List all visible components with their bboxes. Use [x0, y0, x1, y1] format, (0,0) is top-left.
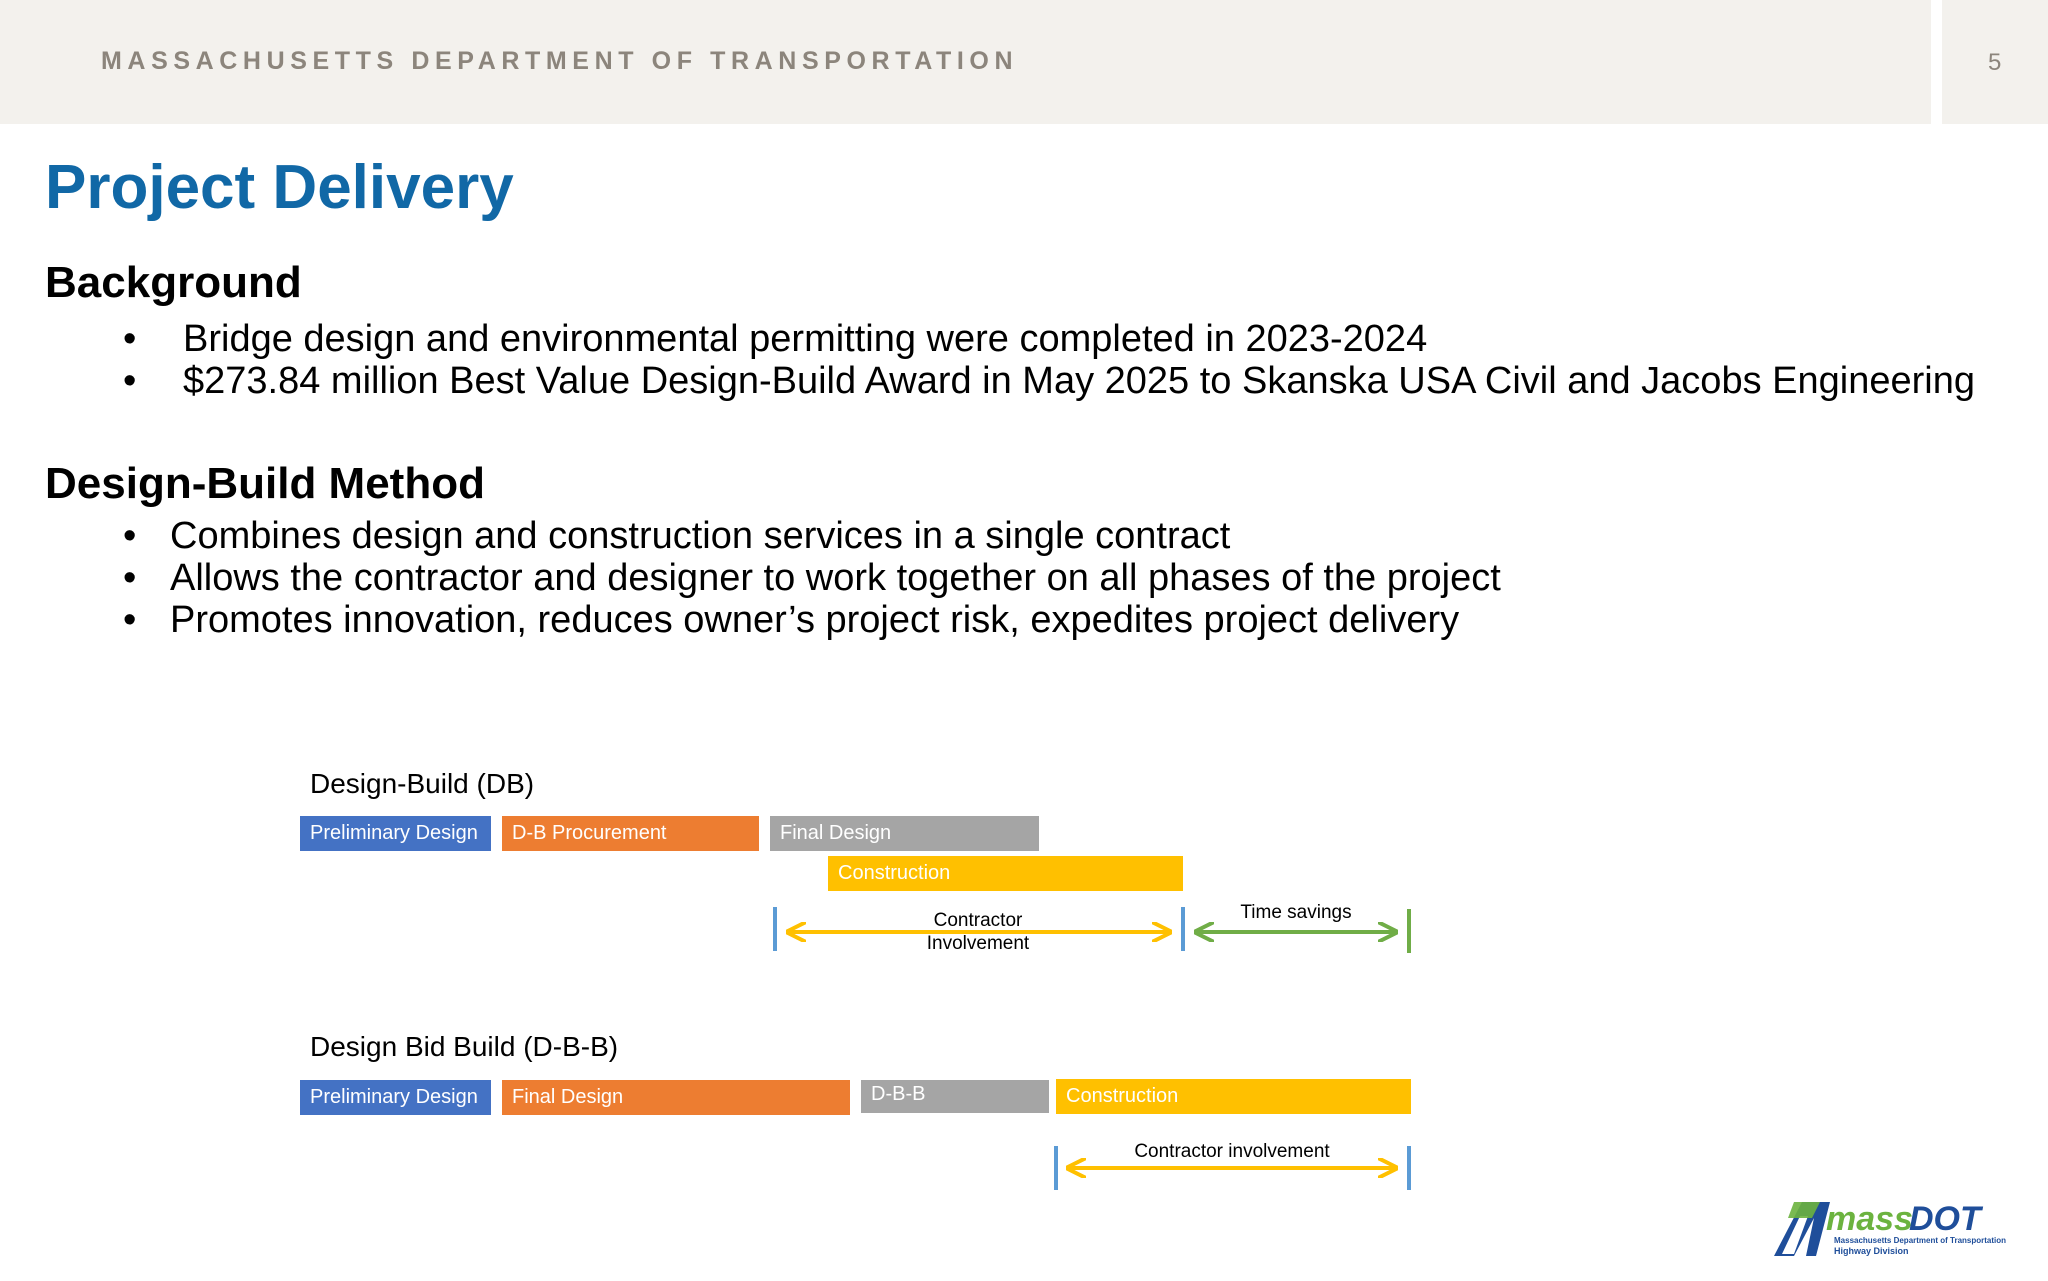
bullet-text: Combines design and construction service… [170, 515, 1231, 557]
organization-name: MASSACHUSETTS DEPARTMENT OF TRANSPORTATI… [101, 47, 1019, 75]
bullet-text: Bridge design and environmental permitti… [183, 318, 1428, 360]
page-number: 5 [1988, 49, 2002, 76]
logo-line2: Highway Division [1834, 1246, 1909, 1256]
dbb-bar-construction: Construction [1056, 1079, 1411, 1114]
dbb-diagram-label: Design Bid Build (D-B-B) [310, 1031, 619, 1062]
dbb-bar-preliminary-design: Preliminary Design [300, 1080, 491, 1115]
dbb-bar-procurement: D-B-B Procurement [861, 1080, 1049, 1113]
bullet-text: Allows the contractor and designer to wo… [170, 557, 1501, 599]
background-heading: Background [45, 258, 302, 307]
bullet-icon: • [123, 318, 137, 360]
dbb-contractor-involvement-label: Contractor involvement [1134, 1141, 1330, 1162]
list-item: • $273.84 million Best Value Design-Buil… [123, 360, 1975, 402]
bullet-icon: • [123, 557, 137, 599]
bullet-text: Promotes innovation, reduces owner’s pro… [170, 599, 1460, 641]
bullet-icon: • [123, 360, 137, 402]
time-savings-label: Time savings [1240, 902, 1352, 923]
list-item: • Bridge design and environmental permit… [123, 318, 1428, 360]
list-item: • Allows the contractor and designer to … [123, 557, 1501, 599]
list-item: • Combines design and construction servi… [123, 515, 1231, 557]
db-bar-db-procurement: D-B Procurement [502, 816, 759, 851]
page-number-box [1942, 0, 2048, 124]
db-bar-construction: Construction [828, 856, 1183, 891]
bullet-icon: • [123, 515, 137, 557]
list-item: • Promotes innovation, reduces owner’s p… [123, 599, 1460, 641]
svg-text:mass: mass [1826, 1200, 1913, 1238]
svg-text:DOT: DOT [1909, 1200, 1984, 1238]
massdot-logo-icon: mass DOT Massachusetts Department of Tra… [1774, 1200, 2006, 1256]
page-title: Project Delivery [45, 153, 514, 222]
db-bar-preliminary-design: Preliminary Design [300, 816, 491, 851]
dbb-bar-final-design: Final Design [502, 1080, 850, 1115]
design-build-method-heading: Design-Build Method [45, 459, 485, 508]
massdot-logo: mass DOT Massachusetts Department of Tra… [1772, 1196, 2028, 1260]
bullet-icon: • [123, 599, 137, 641]
header-band [0, 0, 1931, 124]
db-bar-final-design: Final Design [770, 816, 1039, 851]
bullet-text: $273.84 million Best Value Design-Build … [183, 360, 1975, 402]
db-diagram-label: Design-Build (DB) [310, 768, 535, 799]
logo-line1: Massachusetts Department of Transportati… [1834, 1236, 2006, 1245]
